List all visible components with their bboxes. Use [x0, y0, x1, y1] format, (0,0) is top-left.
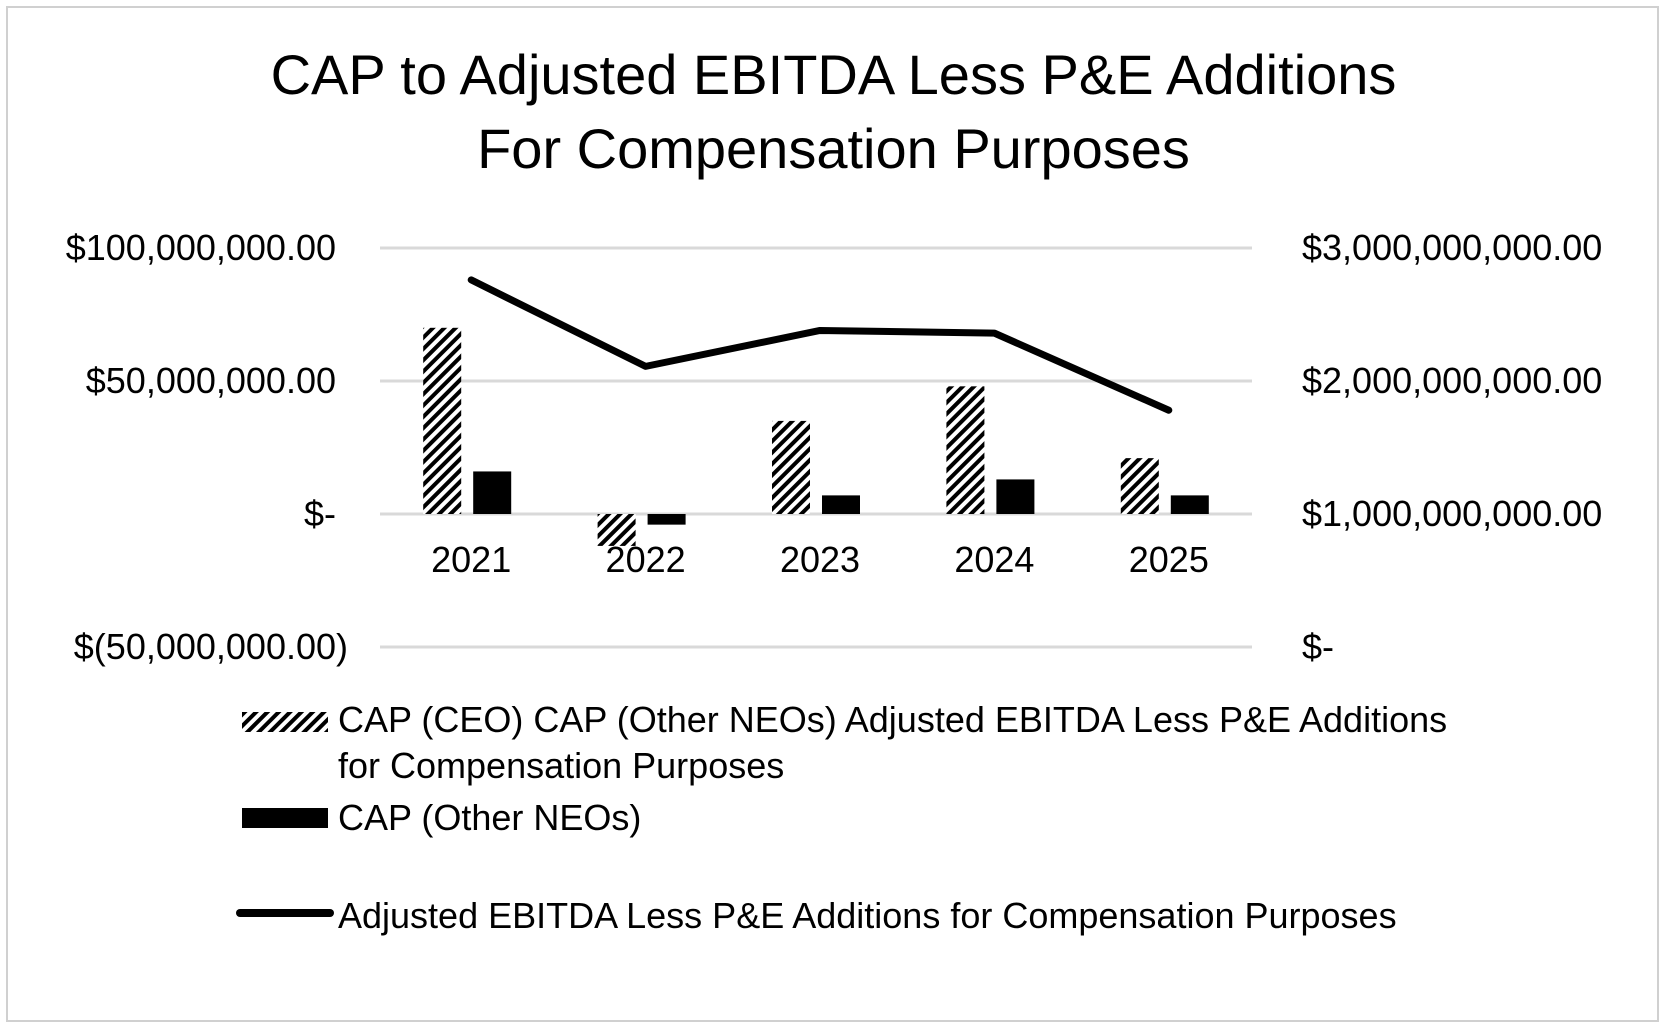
- right-axis-tick-label: $2,000,000,000.00: [1302, 360, 1602, 401]
- left-axis-tick-label: $(50,000,000.00): [74, 626, 348, 667]
- bar-other-neos-2021: [473, 471, 512, 514]
- bar-other-neos-2024: [996, 479, 1035, 514]
- right-axis-tick-label: $3,000,000,000.00: [1302, 227, 1602, 268]
- x-axis-tick-label: 2021: [431, 539, 511, 580]
- bar-other-neos-2025: [1170, 495, 1209, 514]
- bar-ceo-2022: [597, 514, 636, 546]
- legend-swatch-ceo: [242, 712, 328, 732]
- right-axis-tick-label: $-: [1302, 626, 1334, 667]
- x-axis-tick-label: 2023: [780, 539, 860, 580]
- bar-ceo-2023: [772, 420, 810, 514]
- legend-swatch-other-neos: [242, 808, 328, 828]
- x-axis-tick-label: 2025: [1129, 539, 1209, 580]
- line-point-2023: [819, 329, 821, 331]
- legend-label-ebitda: Adjusted EBITDA Less P&E Additions for C…: [338, 895, 1397, 936]
- bar-other-neos-2022: [647, 514, 686, 525]
- bar-ceo-2024: [946, 386, 985, 514]
- bar-other-neos-2023: [822, 495, 860, 514]
- line-point-2025: [1168, 409, 1170, 411]
- chart-title-line-2: For Compensation Purposes: [477, 117, 1190, 180]
- left-axis-tick-label: $50,000,000.00: [86, 360, 336, 401]
- line-point-2022: [645, 365, 647, 367]
- line-point-2024: [993, 332, 995, 334]
- right-axis-tick-label: $1,000,000,000.00: [1302, 493, 1602, 534]
- left-axis-tick-label: $100,000,000.00: [66, 227, 336, 268]
- chart-title-line-1: CAP to Adjusted EBITDA Less P&E Addition…: [270, 43, 1397, 106]
- line-point-2021: [470, 279, 472, 281]
- legend-swatch-ebitda: [236, 909, 334, 917]
- x-axis-tick-label: 2022: [606, 539, 686, 580]
- bar-ceo-2025: [1120, 458, 1159, 514]
- left-axis-tick-label: $-: [304, 493, 336, 534]
- x-axis-tick-label: 2024: [954, 539, 1034, 580]
- bar-ceo-2021: [423, 327, 462, 514]
- line-ebitda-series: [467, 276, 1173, 414]
- legend-label-ceo: CAP (CEO) CAP (Other NEOs) Adjusted EBIT…: [338, 699, 1448, 786]
- legend-label-other-neos: CAP (Other NEOs): [338, 797, 642, 838]
